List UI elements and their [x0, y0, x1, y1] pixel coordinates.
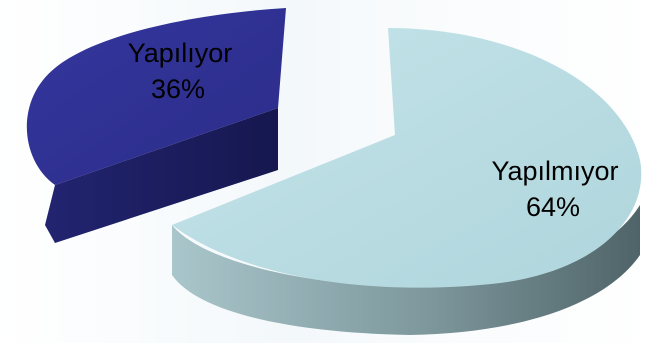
slice-yapilmiyor-top	[172, 28, 642, 288]
slice-yapiliyor-percent: 36%	[151, 74, 205, 104]
slice-yapilmiyor-label: Yapılmıyor	[491, 156, 618, 186]
slice-yapilmiyor-side	[172, 205, 640, 335]
slice-yapiliyor-side	[45, 108, 278, 243]
slice-yapiliyor-label: Yapılıyor	[128, 38, 233, 68]
slice-yapilmiyor-percent: 64%	[526, 192, 580, 222]
slice-yapilmiyor: Yapılmıyor 64%	[172, 28, 642, 335]
slice-yapiliyor-top	[26, 8, 287, 185]
slice-yapiliyor: Yapılıyor 36%	[26, 8, 287, 243]
